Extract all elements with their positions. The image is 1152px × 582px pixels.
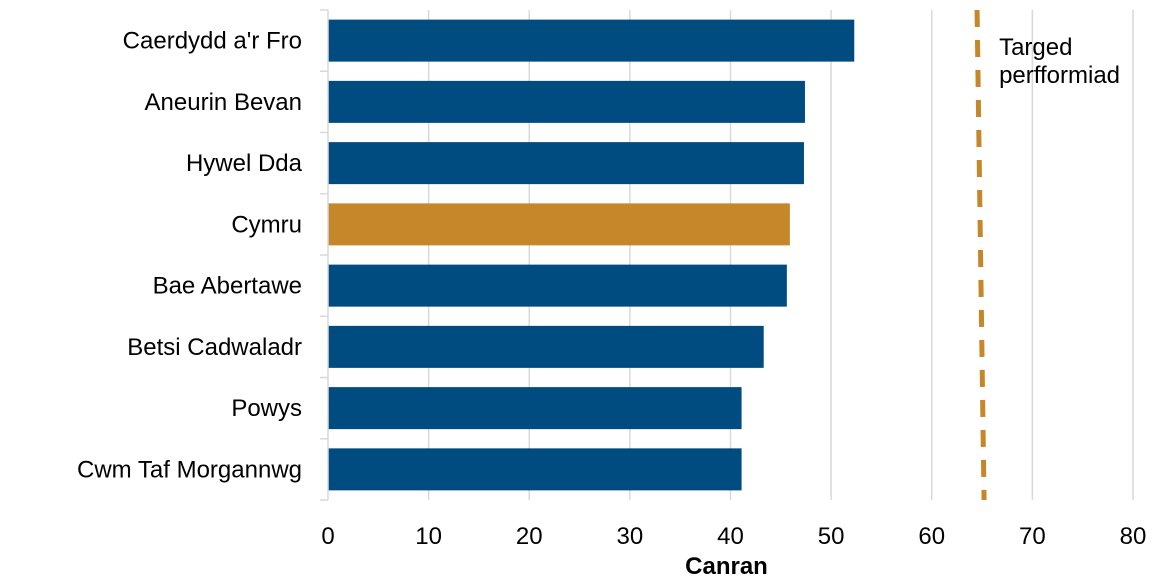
x-tick-label: 40	[717, 523, 744, 550]
category-label: Aneurin Bevan	[145, 89, 302, 116]
bar	[328, 80, 805, 123]
category-label: Cymru	[231, 211, 302, 238]
x-tick-label: 60	[918, 523, 945, 550]
bar	[328, 264, 787, 307]
x-tick-label: 80	[1120, 523, 1147, 550]
target-line-group	[974, 9, 987, 501]
x-axis-title: Canran	[685, 553, 768, 580]
category-label: Hywel Dda	[186, 150, 303, 177]
bar	[328, 19, 855, 62]
bar	[328, 203, 790, 246]
category-label: Cwm Taf Morgannwg	[77, 456, 302, 483]
bar	[328, 325, 764, 368]
bar	[328, 142, 804, 185]
x-tick-label: 70	[1019, 523, 1046, 550]
category-label: Bae Abertawe	[153, 273, 302, 300]
y-axis	[320, 9, 329, 501]
x-tick-label: 20	[516, 523, 543, 550]
category-label: Betsi Cadwaladr	[127, 334, 302, 361]
target-label: perfformiad	[999, 62, 1120, 89]
category-label: Powys	[231, 395, 302, 422]
x-tick-labels: 0 10 20 30 40 50 60 70 80	[321, 523, 1146, 550]
bar	[328, 387, 742, 430]
x-tick-label: 0	[321, 523, 334, 550]
target-label: Targed	[999, 34, 1072, 61]
category-labels: Caerdydd a'r Fro Aneurin Bevan Hywel Dda Cy…	[77, 28, 303, 484]
category-label: Caerdydd a'r Fro	[123, 28, 302, 55]
x-tick-label: 10	[415, 523, 442, 550]
bar	[328, 448, 742, 491]
x-tick-label: 30	[617, 523, 644, 550]
target-line	[974, 9, 987, 501]
bars	[328, 19, 855, 491]
x-tick-label: 50	[818, 523, 845, 550]
